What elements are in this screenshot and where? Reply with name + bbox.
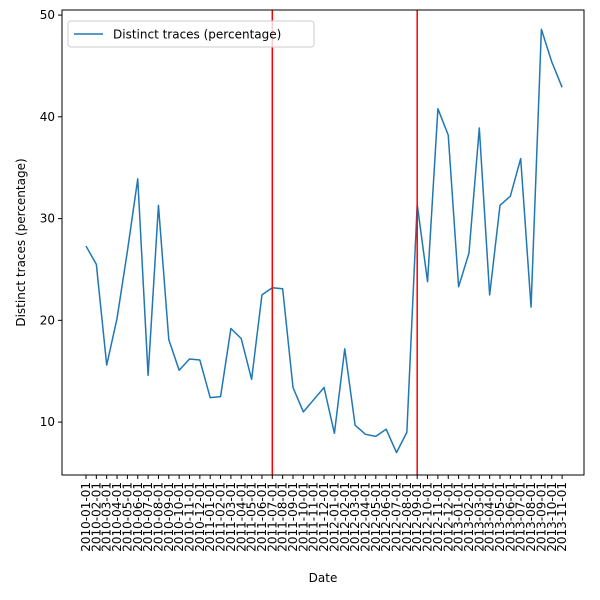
x-tick-label: 2013-02-01: [462, 482, 476, 552]
chart-axes: 10 20 30 40 50 2010-01-012010-02-012010-03-01…: [40, 8, 569, 552]
x-tick-label: 2011-06-01: [255, 482, 269, 552]
x-tick-label: 2013-11-01: [555, 482, 569, 552]
x-tick-label: 2011-05-01: [245, 482, 259, 552]
x-tick-label: 2013-04-01: [483, 482, 497, 552]
x-tick-label: 2013-08-01: [524, 482, 538, 552]
x-tick-label: 2011-04-01: [234, 482, 248, 552]
x-tick-label: 2011-10-01: [296, 482, 310, 552]
x-tick-label: 2013-06-01: [503, 482, 517, 552]
x-tick-label: 2012-02-01: [338, 482, 352, 552]
y-axis-label: Distinct traces (percentage): [14, 158, 28, 326]
x-tick-label: 2011-11-01: [307, 482, 321, 552]
chart-marks: [85, 10, 563, 475]
x-tick-label: 2012-06-01: [379, 482, 393, 552]
x-tick-label: 2011-09-01: [286, 482, 300, 552]
x-tick-label: 2012-12-01: [441, 482, 455, 552]
x-tick-label: 2013-07-01: [514, 482, 528, 552]
y-tick-label: 40: [40, 110, 55, 124]
x-tick-label: 2012-07-01: [390, 482, 404, 552]
x-tick-label: 2011-07-01: [265, 482, 279, 552]
x-tick-label: 2010-02-01: [89, 482, 103, 552]
legend: Distinct traces (percentage): [67, 20, 315, 48]
x-tick-label: 2012-03-01: [348, 482, 362, 552]
x-tick-label: 2011-03-01: [224, 482, 238, 552]
x-tick-label: 2010-06-01: [131, 482, 145, 552]
x-tick-label: 2012-01-01: [327, 482, 341, 552]
series-line-0: [85, 28, 563, 454]
x-tick-label: 2013-03-01: [472, 482, 486, 552]
x-tick-label: 2010-07-01: [141, 482, 155, 552]
x-tick-label: 2011-08-01: [276, 482, 290, 552]
x-tick-label: 2010-08-01: [151, 482, 165, 552]
x-tick-label: 2010-03-01: [100, 482, 114, 552]
y-tick-label: 20: [40, 313, 55, 327]
x-tick-label: 2013-01-01: [452, 482, 466, 552]
x-tick-label: 2011-12-01: [317, 482, 331, 552]
x-tick-label: 2012-10-01: [421, 482, 435, 552]
x-tick-label: 2010-05-01: [120, 482, 134, 552]
x-tick-label: 2012-09-01: [410, 482, 424, 552]
x-tick-label: 2012-08-01: [400, 482, 414, 552]
x-tick-label: 2012-05-01: [369, 482, 383, 552]
legend-entry: Distinct traces (percentage): [113, 28, 281, 42]
y-tick-label: 30: [40, 212, 55, 226]
x-tick-label: 2010-04-01: [110, 482, 124, 552]
x-tick-label: 2013-09-01: [534, 482, 548, 552]
x-tick-label: 2010-10-01: [172, 482, 186, 552]
x-tick-label: 2013-10-01: [545, 482, 559, 552]
y-tick-label: 50: [40, 8, 55, 22]
x-tick-label: 2012-11-01: [431, 482, 445, 552]
plot-frame: [61, 9, 585, 476]
x-tick-label: 2010-11-01: [183, 482, 197, 552]
y-tick-label: 10: [40, 415, 55, 429]
x-tick-label: 2010-12-01: [193, 482, 207, 552]
x-tick-label: 2011-01-01: [203, 482, 217, 552]
x-tick-label: 2010-01-01: [79, 482, 93, 552]
legend-box: [67, 20, 315, 48]
x-tick-label: 2011-02-01: [214, 482, 228, 552]
x-tick-label: 2013-05-01: [493, 482, 507, 552]
x-tick-label: 2010-09-01: [162, 482, 176, 552]
x-axis-label: Date: [309, 571, 338, 585]
x-tick-label: 2012-04-01: [358, 482, 372, 552]
